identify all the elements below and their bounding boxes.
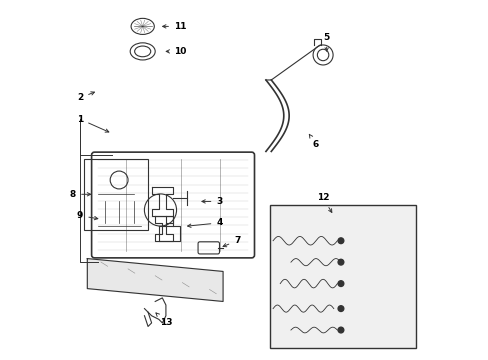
Text: 6: 6 <box>309 134 318 149</box>
Text: 8: 8 <box>70 190 90 199</box>
Text: 13: 13 <box>156 313 172 327</box>
Text: 10: 10 <box>166 47 186 56</box>
Circle shape <box>337 327 343 333</box>
Circle shape <box>337 259 343 265</box>
Bar <box>269 205 415 348</box>
Text: 2: 2 <box>77 92 94 102</box>
Polygon shape <box>87 258 223 301</box>
Bar <box>83 158 148 230</box>
Text: 5: 5 <box>323 33 329 51</box>
Text: 9: 9 <box>77 211 98 220</box>
Text: 3: 3 <box>202 197 222 206</box>
Text: 12: 12 <box>316 193 331 212</box>
Text: 1: 1 <box>77 115 108 132</box>
Text: 7: 7 <box>223 236 240 247</box>
Text: 11: 11 <box>163 22 186 31</box>
Text: 4: 4 <box>187 219 222 228</box>
Circle shape <box>337 238 343 244</box>
Circle shape <box>337 306 343 311</box>
Circle shape <box>337 281 343 287</box>
